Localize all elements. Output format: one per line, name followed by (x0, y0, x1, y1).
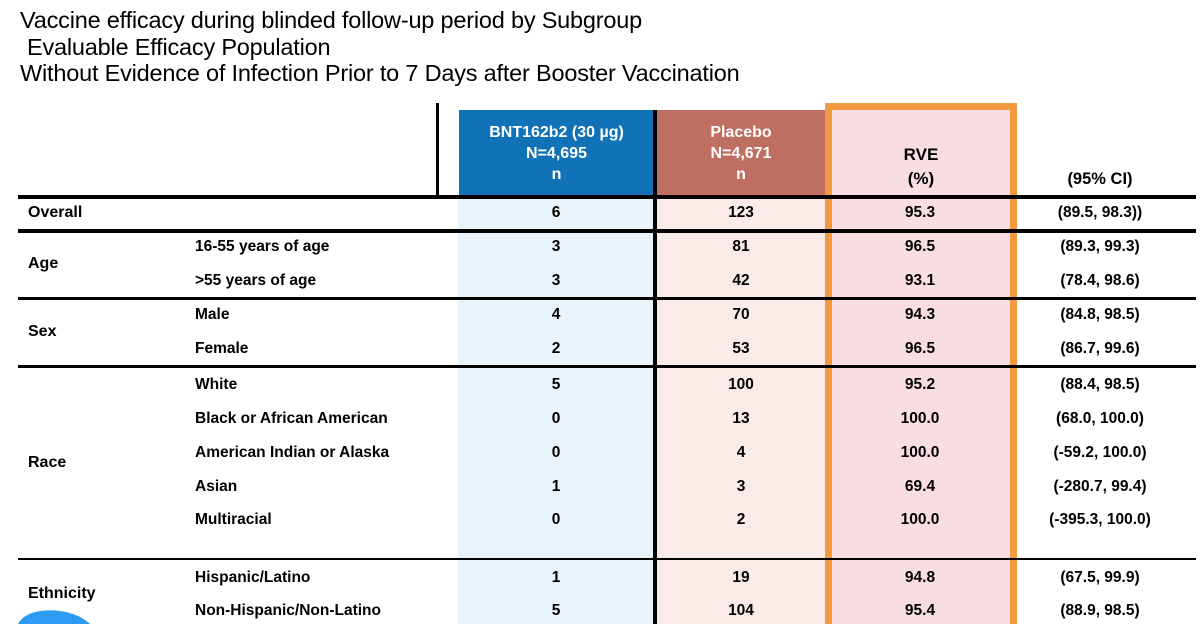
vaccine-column-header: BNT162b2 (30 µg) N=4,695 n (459, 110, 654, 196)
row-label: Non-Hispanic/Non-Latino (195, 602, 381, 619)
row-label: White (195, 376, 238, 393)
placebo-count-cell: 3 (736, 478, 746, 495)
rve-value-cell: 96.5 (904, 340, 936, 357)
vaccine-n-total: N=4,695 (526, 144, 587, 162)
corner-blue-swoosh-shape (18, 610, 90, 624)
title-line-1: Vaccine efficacy during blinded follow-u… (20, 7, 643, 33)
vaccine-count-cell: 1 (551, 569, 561, 586)
placebo-count-cell: 13 (732, 410, 750, 427)
rve-name: RVE (903, 145, 939, 164)
row-label: Multiracial (195, 511, 272, 528)
placebo-count-cell: 53 (732, 340, 750, 357)
rve-value-cell: 93.1 (904, 272, 936, 289)
placebo-count-cell: 19 (732, 569, 750, 586)
placebo-column-header: Placebo N=4,671 n (657, 110, 825, 196)
placebo-count-cell: 123 (728, 204, 754, 221)
placebo-n-total: N=4,671 (710, 144, 772, 162)
ci-value-cell: (89.3, 99.3) (1060, 238, 1140, 255)
rve-value-cell: 94.3 (904, 306, 936, 323)
row-label: Male (195, 306, 230, 323)
rve-value-cell: 95.4 (904, 602, 936, 619)
rve-highlight-box (825, 103, 1017, 624)
row-label: 16-55 years of age (195, 238, 330, 255)
placebo-count-cell: 100 (728, 376, 754, 393)
ci-value-cell: (68.0, 100.0) (1056, 410, 1144, 427)
header-left-rule (436, 103, 439, 197)
swoosh-path (18, 610, 90, 624)
rve-value-cell: 69.4 (904, 478, 936, 495)
vaccine-count-cell: 2 (551, 340, 561, 357)
vaccine-count-cell: 0 (551, 511, 561, 528)
row-label: American Indian or Alaska (195, 444, 390, 461)
vaccine-name: BNT162b2 (30 µg) (489, 123, 624, 141)
group-label-sex: Sex (28, 323, 57, 340)
ci-value-cell: (88.9, 98.5) (1060, 602, 1140, 619)
row-label: Asian (195, 478, 238, 495)
ci-column-header: (95% CI) (1067, 170, 1133, 188)
vaccine-count-cell: 6 (551, 204, 561, 221)
vaccine-count-cell: 0 (551, 444, 561, 461)
rve-value-cell: 94.8 (904, 569, 936, 586)
title-line-2: Evaluable Efficacy Population (27, 33, 331, 60)
ci-value-cell: (-280.7, 99.4) (1053, 478, 1147, 495)
placebo-count-cell: 104 (728, 602, 754, 619)
group-label-race: Race (28, 454, 67, 471)
placebo-n-unit: n (736, 165, 746, 183)
slide-title: Vaccine efficacy during blinded follow-u… (20, 7, 740, 87)
vaccine-count-cell: 5 (551, 602, 561, 619)
ci-value-cell: (88.4, 98.5) (1060, 376, 1140, 393)
row-label: Female (195, 340, 249, 357)
placebo-column-strip (657, 197, 825, 624)
rve-value-cell: 100.0 (900, 511, 940, 528)
age-sex-divider-rule (18, 297, 1196, 300)
placebo-count-cell: 70 (732, 306, 750, 323)
ci-value-cell: (86.7, 99.6) (1060, 340, 1140, 357)
vaccine-count-cell: 3 (551, 272, 561, 289)
placebo-count-cell: 2 (736, 511, 746, 528)
sex-race-divider-rule (18, 365, 1196, 368)
group-label-ethnicity: Ethnicity (28, 585, 96, 602)
title-line-3: Without Evidence of Infection Prior to 7… (20, 60, 740, 86)
placebo-count-cell: 81 (732, 238, 750, 255)
placebo-count-cell: 42 (732, 272, 750, 289)
rve-column-header: RVE (%) (825, 143, 1017, 191)
row-label: >55 years of age (195, 272, 317, 289)
ci-value-cell: (84.8, 98.5) (1060, 306, 1140, 323)
placebo-name: Placebo (710, 123, 772, 141)
rve-value-cell: 95.2 (904, 376, 936, 393)
overall-bottom-rule (18, 229, 1196, 233)
vaccine-n-unit: n (551, 165, 562, 183)
vaccine-count-cell: 5 (551, 376, 561, 393)
row-label: Hispanic/Latino (195, 569, 311, 586)
row-label: Overall (28, 204, 83, 221)
header-bottom-rule (18, 195, 1196, 199)
row-label: Black or African American (195, 410, 388, 427)
vaccine-column-strip (458, 197, 654, 624)
ci-value-cell: (67.5, 99.9) (1060, 569, 1140, 586)
rve-value-cell: 100.0 (900, 444, 940, 461)
rve-value-cell: 95.3 (904, 204, 936, 221)
vaccine-count-cell: 1 (551, 478, 561, 495)
rve-value-cell: 100.0 (900, 410, 940, 427)
ci-value-cell: (89.5, 98.3)) (1057, 204, 1143, 221)
placebo-count-cell: 4 (736, 444, 746, 461)
ci-value-cell: (-59.2, 100.0) (1053, 444, 1147, 461)
race-ethnicity-divider-rule (18, 558, 1196, 560)
rve-value-cell: 96.5 (904, 238, 936, 255)
rve-unit: (%) (907, 169, 935, 188)
ci-value-cell: (78.4, 98.6) (1060, 272, 1140, 289)
group-label-age: Age (28, 255, 59, 272)
ci-value-cell: (-395.3, 100.0) (1049, 511, 1151, 528)
vaccine-count-cell: 3 (551, 238, 561, 255)
vaccine-count-cell: 4 (551, 306, 561, 323)
vaccine-count-cell: 0 (551, 410, 561, 427)
